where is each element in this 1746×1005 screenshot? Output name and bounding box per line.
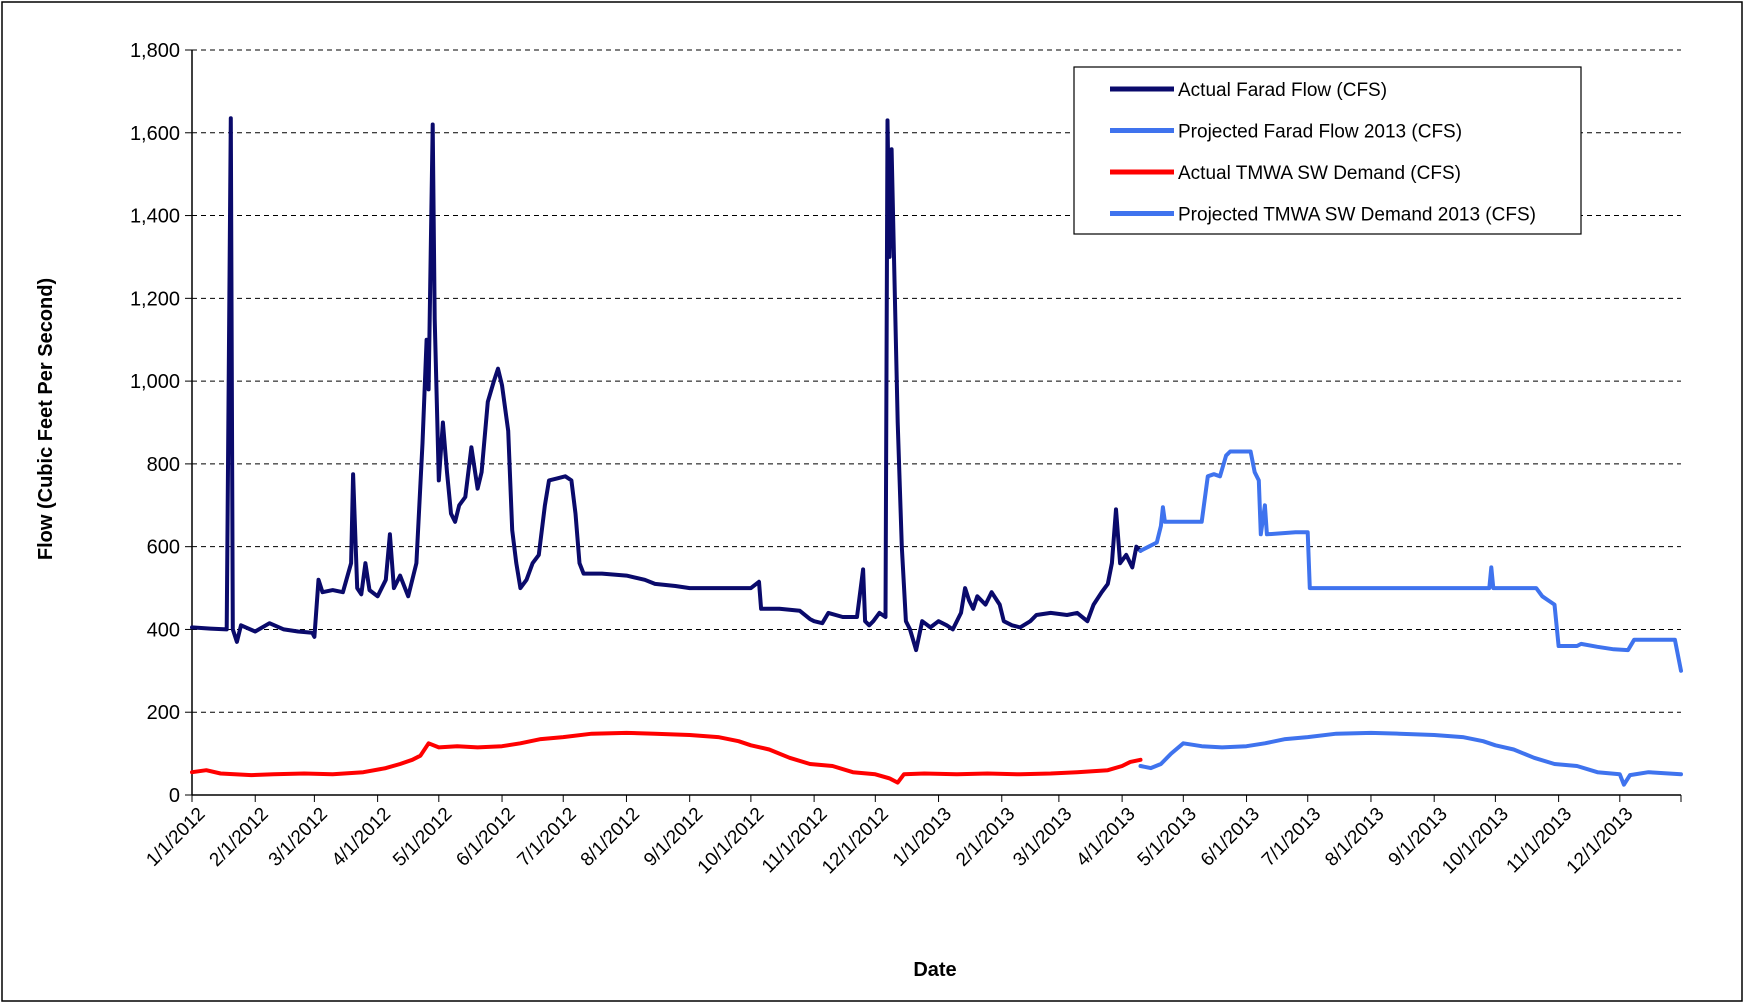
y-tick-label: 0 xyxy=(169,785,180,807)
legend-label-2: Projected Farad Flow 2013 (CFS) xyxy=(1178,122,1462,143)
y-tick-label: 1,200 xyxy=(130,288,180,310)
series-line-1 xyxy=(190,116,1143,653)
y-tick-label: 1,800 xyxy=(130,40,180,62)
y-tick-label: 1,000 xyxy=(130,371,180,393)
y-tick-label: 1,600 xyxy=(130,123,180,145)
y-tick-label: 600 xyxy=(147,537,180,559)
x-axis-label: Date xyxy=(913,959,956,981)
legend: Actual Farad Flow (CFS) Projected Farad F… xyxy=(1073,66,1582,235)
y-axis-label: Flow (Cubic Feet Per Second) xyxy=(35,278,57,560)
legend-label-3: Actual TMWA SW Demand (CFS) xyxy=(1178,163,1461,184)
y-tick-label: 400 xyxy=(147,619,180,641)
series-line-4 xyxy=(1138,730,1683,787)
legend-box xyxy=(1073,66,1582,235)
legend-label-4: Projected TMWA SW Demand 2013 (CFS) xyxy=(1178,205,1536,226)
series-line-2 xyxy=(1138,449,1683,673)
y-tick-label: 1,400 xyxy=(130,206,180,228)
legend-label-1: Actual Farad Flow (CFS) xyxy=(1178,80,1387,101)
plot-series xyxy=(190,116,1683,787)
y-tick-label: 800 xyxy=(147,454,180,476)
y-tick-label: 200 xyxy=(147,702,180,724)
series-line-3 xyxy=(190,730,1143,785)
